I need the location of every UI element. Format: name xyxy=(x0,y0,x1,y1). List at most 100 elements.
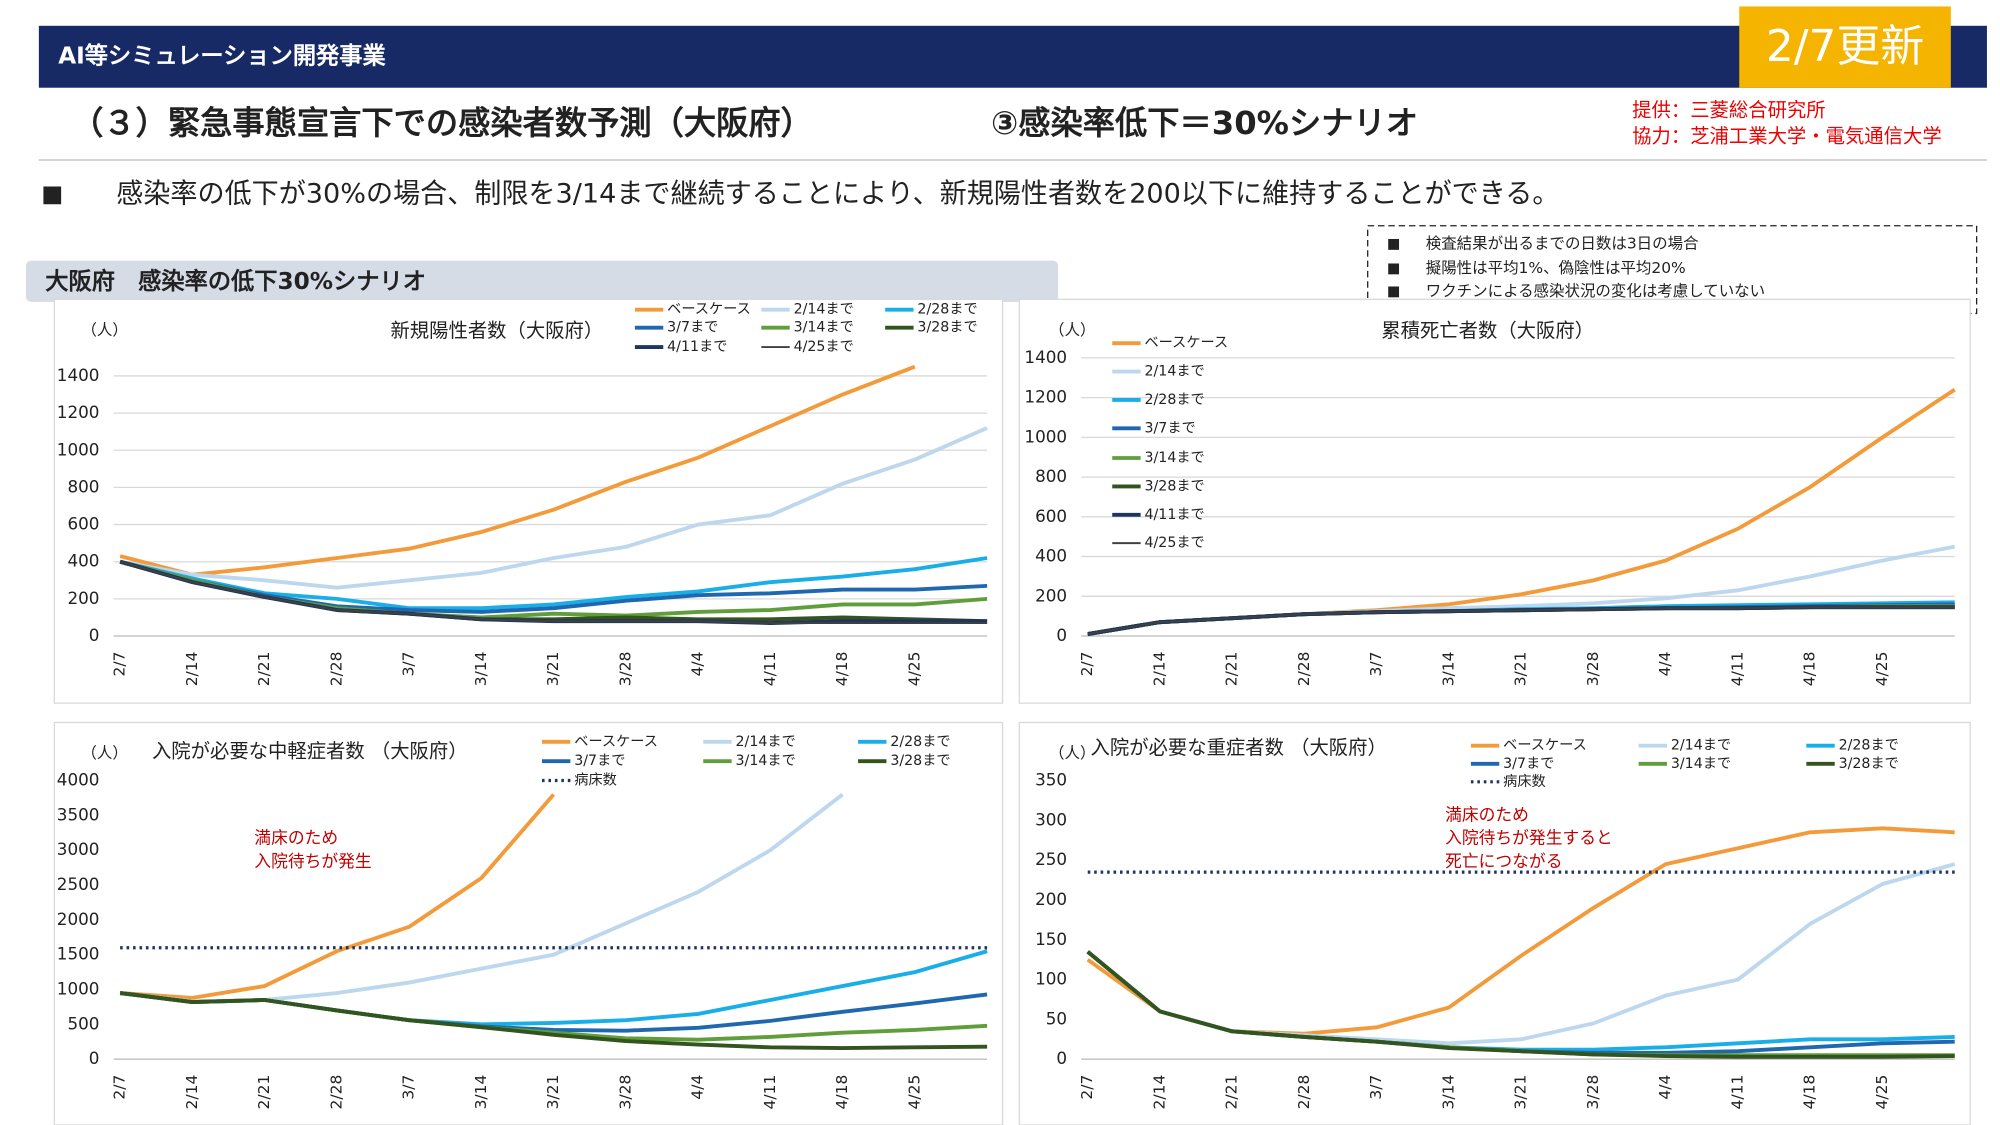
x-tick-label: 4/11 xyxy=(761,652,779,687)
y-tick-label: 1200 xyxy=(57,402,100,422)
legend-label: 3/14まで xyxy=(736,753,796,769)
x-tick-label: 2/7 xyxy=(111,1075,129,1100)
y-unit: （人） xyxy=(81,321,127,339)
y-tick-label: 0 xyxy=(89,625,100,645)
x-tick-label: 2/21 xyxy=(1223,1075,1241,1110)
x-tick-label: 4/18 xyxy=(833,1075,851,1110)
y-tick-label: 200 xyxy=(1035,585,1067,605)
x-tick-label: 3/7 xyxy=(400,652,418,677)
legend-label: 4/25まで xyxy=(794,339,854,355)
x-tick-label: 4/4 xyxy=(689,652,707,677)
update-box xyxy=(1739,6,1951,88)
x-tick-label: 3/28 xyxy=(1584,1075,1602,1110)
chart-title: 入院が必要な中軽症者数 （大阪府） xyxy=(152,740,468,763)
series-line xyxy=(1086,950,1955,1059)
x-tick-label: 2/14 xyxy=(1150,1075,1168,1110)
annotation: 入院待ちが発生すると xyxy=(1445,828,1613,848)
x-tick-label: 3/21 xyxy=(1512,652,1530,687)
y-tick-label: 1400 xyxy=(1024,347,1067,367)
legend-label: 4/11まで xyxy=(1144,507,1204,523)
title: （３）緊急事態宣言下での感染者数予測（大阪府） xyxy=(71,104,813,142)
x-tick-label: 2/21 xyxy=(255,1075,273,1110)
series-line xyxy=(119,426,988,590)
chart-panel xyxy=(53,721,1004,1125)
x-tick-label: 4/25 xyxy=(1873,1075,1891,1110)
y-tick-label: 1000 xyxy=(1024,426,1067,446)
y-tick-label: 2000 xyxy=(57,909,100,929)
legend-label: 2/28まで xyxy=(917,302,977,318)
y-tick-label: 3500 xyxy=(57,804,100,824)
y-tick-label: 300 xyxy=(1035,809,1067,829)
y-tick-label: 150 xyxy=(1035,929,1067,949)
note-bullet: ■ xyxy=(1387,236,1400,252)
legend-label: 4/25まで xyxy=(1144,535,1204,551)
x-tick-label: 4/11 xyxy=(761,1075,779,1110)
header-bar xyxy=(38,25,1987,88)
legend-label: 病床数 xyxy=(1503,774,1546,790)
program: AI等シミュレーション開発事業 xyxy=(58,42,386,69)
x-tick-label: 4/25 xyxy=(905,652,923,687)
legend-label: 3/14まで xyxy=(1671,756,1731,772)
legend-label: 2/28まで xyxy=(890,734,950,750)
y-tick-label: 3000 xyxy=(57,839,100,859)
y-tick-label: 250 xyxy=(1035,849,1067,869)
annotation: 満床のため xyxy=(1445,804,1529,824)
bullet: ■ xyxy=(41,180,63,207)
legend-label: 3/28まで xyxy=(917,320,977,336)
chart-panel xyxy=(1018,721,1971,1125)
annotation: 死亡につながる xyxy=(1445,851,1562,871)
x-tick-label: 2/28 xyxy=(1295,1075,1313,1110)
series-line xyxy=(119,793,556,1000)
legend-label: ベースケース xyxy=(1503,738,1587,754)
note-bullet: ■ xyxy=(1387,260,1400,276)
legend-label: 2/14まで xyxy=(794,302,854,318)
x-tick-label: 2/14 xyxy=(1150,652,1168,687)
x-tick-label: 4/25 xyxy=(905,1075,923,1110)
scenario: ③感染率低下＝30%シナリオ xyxy=(991,104,1418,142)
y-tick-label: 0 xyxy=(1056,1048,1067,1068)
legend-label: 3/28まで xyxy=(1144,478,1204,494)
x-tick-label: 3/21 xyxy=(1512,1075,1530,1110)
y-tick-label: 1500 xyxy=(57,944,100,964)
x-tick-label: 3/14 xyxy=(1439,652,1457,687)
y-tick-label: 600 xyxy=(1035,506,1067,526)
y-tick-label: 1000 xyxy=(57,979,100,999)
update: 2/7更新 xyxy=(1766,21,1924,72)
chart-title: 累積死亡者数（大阪府） xyxy=(1381,319,1594,342)
section-band xyxy=(25,260,1059,302)
credit: 協力：芝浦工業大学・電気通信大学 xyxy=(1632,124,1942,147)
y-tick-label: 1000 xyxy=(57,439,100,459)
y-tick-label: 0 xyxy=(89,1048,100,1068)
x-tick-label: 2/14 xyxy=(183,1075,201,1110)
x-tick-label: 2/21 xyxy=(1223,652,1241,687)
legend-label: 3/7まで xyxy=(1503,756,1554,772)
chart-panel xyxy=(53,298,1004,704)
y-tick-label: 2500 xyxy=(57,874,100,894)
x-tick-label: 3/28 xyxy=(616,652,634,687)
x-tick-label: 4/18 xyxy=(833,652,851,687)
x-tick-label: 3/7 xyxy=(1367,652,1385,677)
x-tick-label: 4/18 xyxy=(1801,1075,1819,1110)
x-tick-label: 4/4 xyxy=(1656,652,1674,677)
note: ワクチンによる感染状況の変化は考慮していない xyxy=(1426,282,1765,300)
summary: 感染率の低下が30%の場合、制限を3/14まで継続することにより、新規陽性者数を… xyxy=(116,178,1559,209)
x-tick-label: 2/14 xyxy=(183,652,201,687)
y-tick-label: 100 xyxy=(1035,969,1067,989)
legend-label: ベースケース xyxy=(574,734,658,750)
y-tick-label: 50 xyxy=(1046,1008,1067,1028)
x-tick-label: 3/21 xyxy=(544,1075,562,1110)
y-tick-label: 0 xyxy=(1056,625,1067,645)
y-tick-label: 200 xyxy=(67,588,99,608)
legend-label: ベースケース xyxy=(1144,335,1228,351)
y-unit: （人） xyxy=(81,744,127,762)
legend-label: 3/7まで xyxy=(1144,420,1195,436)
note: 擬陽性は平均1%、偽陰性は平均20% xyxy=(1426,259,1686,277)
annotation: 満床のため xyxy=(254,828,338,848)
y-tick-label: 350 xyxy=(1035,770,1067,790)
y-tick-label: 500 xyxy=(67,1013,99,1033)
y-tick-label: 4000 xyxy=(57,770,100,790)
x-tick-label: 4/4 xyxy=(1656,1075,1674,1100)
legend-label: 3/7まで xyxy=(574,753,625,769)
chart-title: 入院が必要な重症者数 （大阪府） xyxy=(1091,736,1387,759)
